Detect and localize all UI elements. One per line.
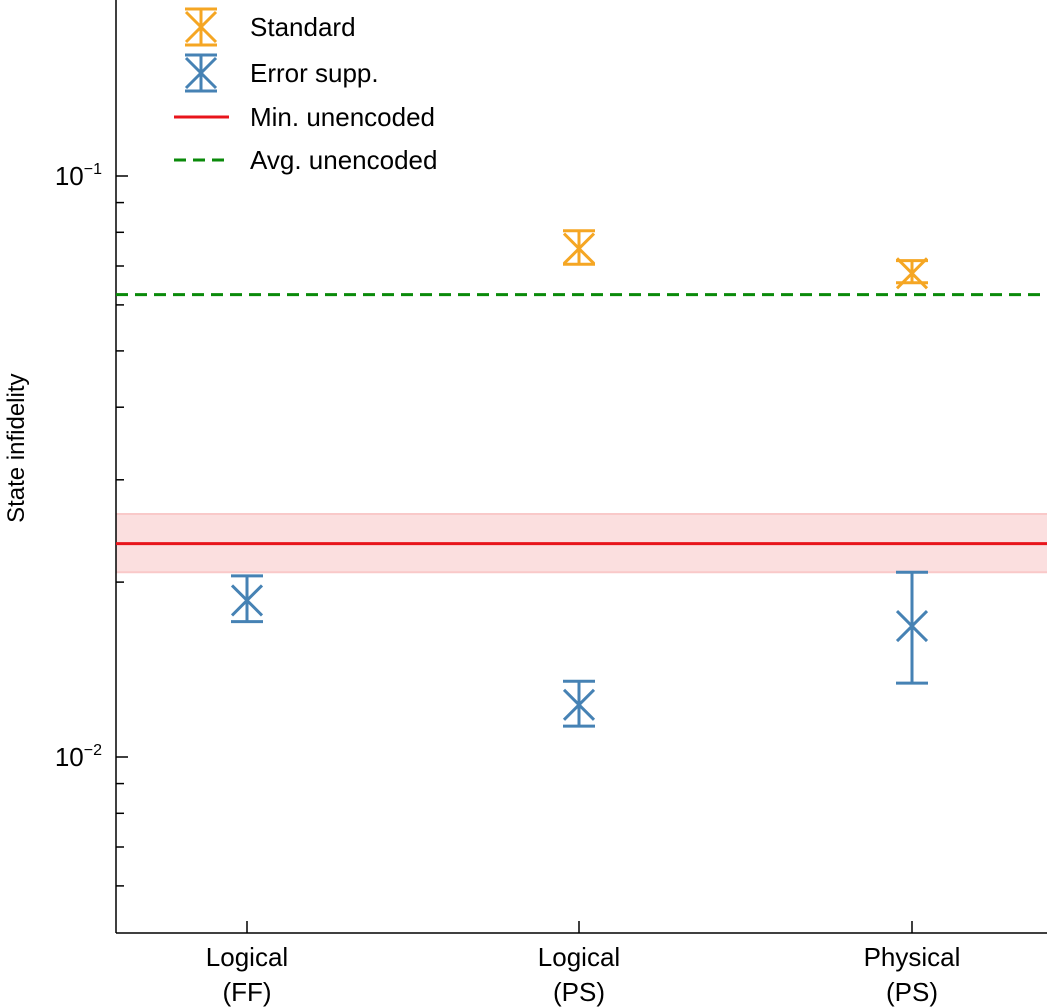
legend-item-min-unencoded: Min. unencoded (174, 102, 435, 132)
y-axis-title: State infidelity (3, 373, 30, 522)
legend-avg-unencoded-label: Avg. unencoded (250, 145, 437, 175)
x-category-label-line2: (PS) (886, 977, 938, 1007)
error-supp-point (230, 574, 264, 624)
legend-error-supp-label: Error supp. (250, 58, 379, 88)
legend-standard-x-marker (184, 10, 218, 44)
legend: Standard Error supp. Min. unencoded Avg. un… (174, 7, 437, 175)
error-supp-point (895, 570, 929, 685)
x-category-label-line1: Logical (206, 942, 288, 972)
x-category-label-line1: Physical (864, 942, 961, 972)
standard-point (895, 257, 929, 290)
legend-error-supp-x-marker (184, 56, 218, 90)
legend-item-error-supp: Error supp. (184, 53, 379, 93)
labels-layer: 10−1 10−2 Logical (FF) Logical (PS) Physical (P… (3, 161, 960, 1007)
x-category-label-line1: Logical (538, 942, 620, 972)
legend-standard-label: Standard (250, 12, 356, 42)
reference-lines-layer (116, 293, 1047, 546)
legend-item-standard: Standard (184, 7, 356, 47)
legend-item-avg-unencoded: Avg. unencoded (174, 145, 437, 175)
x-category-label-line2: (FF) (222, 977, 271, 1007)
data-points-layer (230, 229, 929, 728)
legend-error-supp-point (184, 53, 218, 93)
standard-x-marker (895, 257, 929, 290)
y-tick-label: 10−2 (55, 742, 102, 772)
error-supp-x-marker (895, 610, 929, 643)
legend-standard-point (184, 7, 218, 47)
legend-min-unencoded-label: Min. unencoded (250, 102, 435, 132)
x-category-label-line2: (PS) (553, 977, 605, 1007)
error-supp-point (562, 679, 596, 728)
standard-point (562, 229, 596, 266)
y-tick-label: 10−1 (55, 161, 102, 191)
standard-x-marker (562, 232, 596, 265)
axes-layer (115, 0, 1047, 934)
error-supp-x-marker (230, 584, 264, 617)
error-supp-x-marker (562, 688, 596, 721)
